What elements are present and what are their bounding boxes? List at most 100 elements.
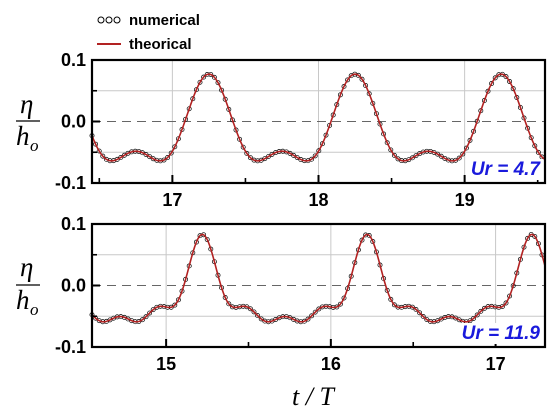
data-point-numerical xyxy=(471,315,477,321)
ur-annotation: Ur = 4.7 xyxy=(471,159,542,180)
x-tick-label: 17 xyxy=(162,190,182,210)
data-point-numerical xyxy=(345,77,351,83)
data-point-numerical xyxy=(391,302,397,308)
data-point-numerical xyxy=(240,144,246,150)
data-point-numerical xyxy=(312,309,318,315)
data-point-numerical xyxy=(197,233,203,239)
ur-annotation-background xyxy=(468,159,544,180)
data-point-numerical xyxy=(193,87,199,93)
data-point-numerical xyxy=(355,72,361,78)
data-point-numerical xyxy=(175,297,181,303)
y-tick-label: -0.1 xyxy=(55,337,86,357)
y-tick-label: -0.1 xyxy=(55,173,86,193)
y-tick-label: 0.1 xyxy=(61,214,86,234)
data-point-numerical xyxy=(510,86,516,92)
data-point-numerical xyxy=(287,150,293,156)
x-tick-label: 19 xyxy=(455,190,475,210)
data-point-numerical xyxy=(463,145,469,151)
data-point-numerical xyxy=(309,156,315,162)
data-point-numerical xyxy=(147,310,153,316)
data-point-numerical xyxy=(204,237,210,242)
data-point-numerical xyxy=(366,232,372,238)
data-point-numerical xyxy=(409,155,415,161)
data-point-numerical xyxy=(139,317,145,323)
ur-annotation-background xyxy=(459,323,543,344)
legend-numerical-label: numerical xyxy=(129,12,200,29)
data-point-numerical xyxy=(96,148,102,154)
x-tick-label: 15 xyxy=(156,354,176,374)
y-label-subscript: o xyxy=(30,136,39,155)
data-point-numerical xyxy=(478,308,484,314)
data-point-numerical xyxy=(165,155,171,160)
data-point-numerical xyxy=(121,152,127,158)
y-tick-label: 0.0 xyxy=(61,276,86,296)
data-point-numerical xyxy=(359,76,365,82)
data-point-numerical xyxy=(359,237,365,243)
data-point-numerical xyxy=(291,152,297,158)
data-point-numerical xyxy=(503,74,509,80)
data-point-numerical xyxy=(247,306,253,312)
data-point-numerical xyxy=(143,314,149,320)
data-point-numerical xyxy=(215,80,221,86)
data-point-numerical xyxy=(489,81,495,86)
data-point-numerical xyxy=(438,153,444,159)
data-point-numerical xyxy=(312,153,318,159)
data-point-numerical xyxy=(201,74,207,80)
data-point-numerical xyxy=(93,141,99,147)
series-line-theorical xyxy=(91,73,546,162)
data-point-numerical xyxy=(535,149,541,155)
data-point-numerical xyxy=(168,150,174,156)
data-point-numerical xyxy=(413,153,419,159)
data-point-numerical xyxy=(420,314,426,319)
data-point-numerical xyxy=(467,137,473,143)
data-point-numerical xyxy=(309,313,315,319)
data-point-numerical xyxy=(492,75,498,81)
data-point-numerical xyxy=(100,153,106,159)
y-axis-label-bottom: η h o xyxy=(16,252,40,319)
data-point-numerical xyxy=(316,148,322,154)
x-tick-label: 16 xyxy=(321,354,341,374)
data-point-numerical xyxy=(222,295,228,300)
data-point-numerical xyxy=(525,235,531,241)
data-point-numerical xyxy=(255,313,261,319)
data-point-numerical xyxy=(341,295,347,301)
data-point-numerical xyxy=(474,312,480,318)
legend: numerical theorical xyxy=(97,12,200,53)
data-point-numerical xyxy=(251,309,257,315)
legend-numerical-marker xyxy=(97,16,121,24)
data-point-numerical xyxy=(391,152,397,158)
y-label-h: h xyxy=(16,285,30,315)
data-point-numerical xyxy=(532,233,538,239)
series-line-theorical xyxy=(91,233,546,323)
y-tick-label: 0.1 xyxy=(61,50,86,70)
data-point-numerical xyxy=(211,74,217,80)
data-point-numerical xyxy=(219,87,225,93)
data-point-numerical xyxy=(172,144,178,150)
data-point-numerical xyxy=(532,143,538,149)
y-label-eta: η xyxy=(20,89,33,119)
x-axis-label: t / T xyxy=(292,382,335,411)
data-point-numerical xyxy=(226,301,232,307)
top-panel: 17 18 19 -0.1 0.0 0.1 Ur = 4.7 xyxy=(55,50,547,210)
x-tick-label: 17 xyxy=(486,354,506,374)
y-label-h: h xyxy=(16,121,30,151)
data-point-numerical xyxy=(247,155,253,161)
data-point-numerical xyxy=(341,83,347,89)
data-point-numerical xyxy=(388,147,394,153)
data-point-numerical xyxy=(507,79,513,84)
y-axis-label-top: η h o xyxy=(16,89,40,155)
data-point-numerical xyxy=(413,306,419,312)
bottom-panel: 15 16 17 -0.1 0.0 0.1 Ur = 11.9 xyxy=(55,214,547,374)
data-point-numerical xyxy=(172,302,178,308)
legend-theorical-label: theorical xyxy=(129,36,192,53)
data-point-numerical xyxy=(143,152,149,157)
data-point-numerical xyxy=(150,307,156,313)
data-point-numerical xyxy=(363,83,369,88)
data-point-numerical xyxy=(319,141,325,147)
data-point-numerical xyxy=(384,140,390,146)
data-point-numerical xyxy=(262,156,268,162)
data-point-numerical xyxy=(316,306,322,312)
data-point-numerical xyxy=(118,154,124,160)
y-tick-label: 0.0 xyxy=(61,112,86,132)
